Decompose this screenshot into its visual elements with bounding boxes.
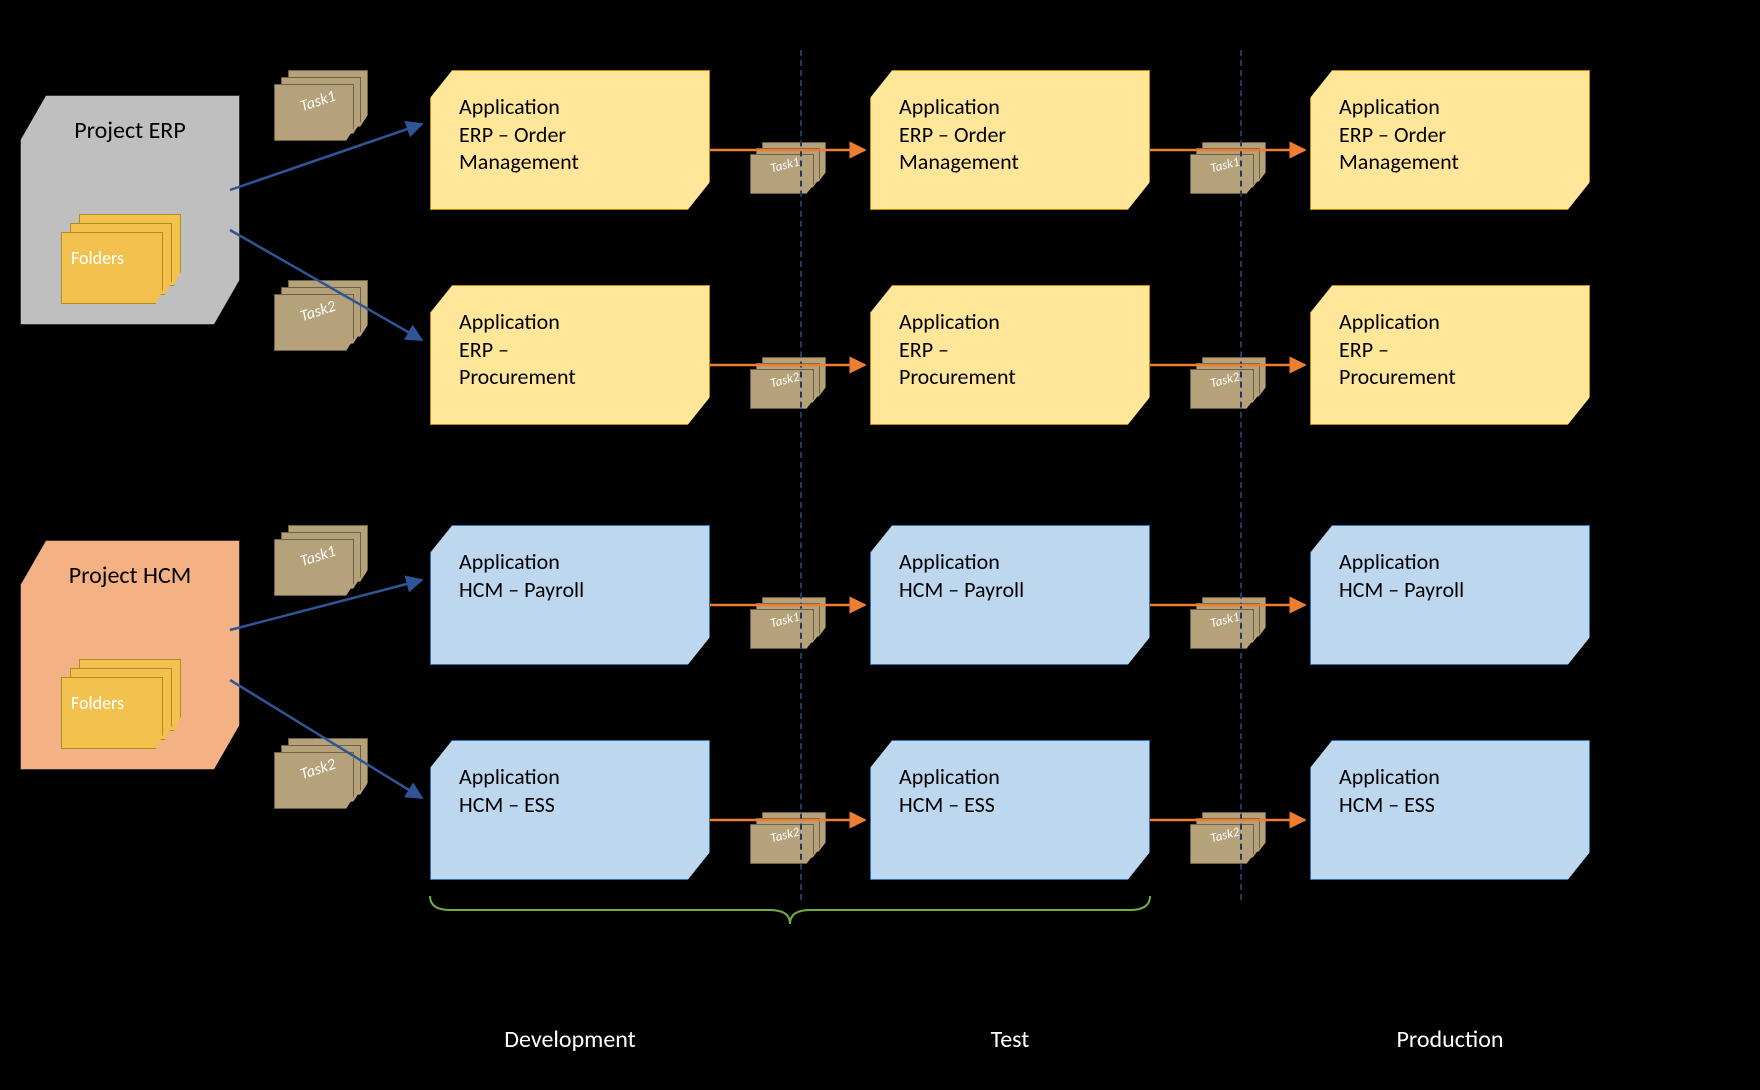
hcm-task2-stack: Task2 (274, 738, 369, 813)
project-erp: Project ERP Folders (20, 95, 240, 325)
small-task-erp_order-gap1: Task1 (750, 142, 830, 197)
appbox-hcm_ess-col3: ApplicationHCM – ESS (1310, 740, 1590, 880)
project-hcm-folder-label: Folders (71, 692, 124, 714)
small-task-hcm_ess-gap2: Task2 (1190, 812, 1270, 867)
small-task-erp_order-gap2: Task1 (1190, 142, 1270, 197)
appbox-erp_order-col1: ApplicationERP – OrderManagement (430, 70, 710, 210)
project-hcm: Project HCM Folders (20, 540, 240, 770)
divider-line-1 (800, 50, 802, 900)
small-task-hcm_payroll-gap1: Task1 (750, 597, 830, 652)
project-hcm-title: Project HCM (21, 561, 239, 590)
appbox-erp_proc-col2: ApplicationERP –Procurement (870, 285, 1150, 425)
erp-task2-stack: Task2 (274, 280, 369, 355)
hcm-task1-stack: Task1 (274, 525, 369, 600)
env-development: Development (430, 1025, 710, 1054)
small-task-erp_proc-gap2: Task2 (1190, 357, 1270, 412)
small-task-hcm_ess-gap1: Task2 (750, 812, 830, 867)
appbox-hcm_ess-col2: ApplicationHCM – ESS (870, 740, 1150, 880)
appbox-erp_order-col2: ApplicationERP – OrderManagement (870, 70, 1150, 210)
appbox-erp_proc-col3: ApplicationERP –Procurement (1310, 285, 1590, 425)
project-hcm-folders: Folders (61, 659, 181, 749)
project-erp-folders: Folders (61, 214, 181, 304)
appbox-hcm_payroll-col3: ApplicationHCM – Payroll (1310, 525, 1590, 665)
project-erp-folder-label: Folders (71, 247, 124, 269)
appbox-hcm_payroll-col2: ApplicationHCM – Payroll (870, 525, 1150, 665)
small-task-erp_proc-gap1: Task2 (750, 357, 830, 412)
project-erp-title: Project ERP (21, 116, 239, 145)
env-production: Production (1310, 1025, 1590, 1054)
env-test: Test (870, 1025, 1150, 1054)
erp-task1-stack: Task1 (274, 70, 369, 145)
divider-line-2 (1240, 50, 1242, 900)
appbox-hcm_payroll-col1: ApplicationHCM – Payroll (430, 525, 710, 665)
small-task-hcm_payroll-gap2: Task1 (1190, 597, 1270, 652)
appbox-erp_order-col3: ApplicationERP – OrderManagement (1310, 70, 1590, 210)
appbox-hcm_ess-col1: ApplicationHCM – ESS (430, 740, 710, 880)
appbox-erp_proc-col1: ApplicationERP –Procurement (430, 285, 710, 425)
